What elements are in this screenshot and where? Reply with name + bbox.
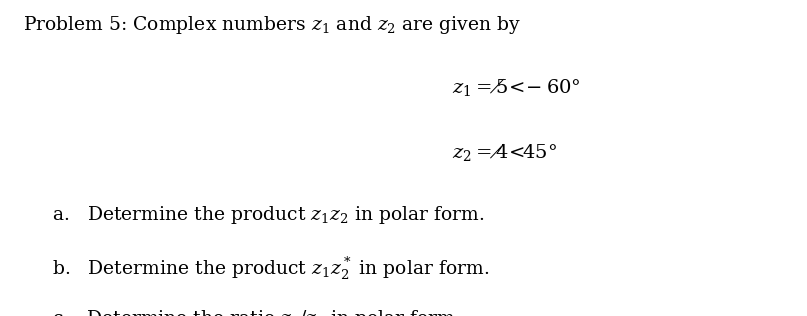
Text: $z_1 = 5\!\not<\!\!-60°$: $z_1 = 5\!\not<\!\!-60°$ xyxy=(452,76,580,98)
Text: a.   Determine the product $z_1z_2$ in polar form.: a. Determine the product $z_1z_2$ in pol… xyxy=(52,204,485,226)
Text: Problem 5: Complex numbers $z_1$ and $z_2$ are given by: Problem 5: Complex numbers $z_1$ and $z_… xyxy=(23,14,521,36)
Text: $z_2 = 4\!\not<\!\!45°$: $z_2 = 4\!\not<\!\!45°$ xyxy=(452,141,557,163)
Text: c.   Determine the ratio $z_1/z_2$ in polar form.: c. Determine the ratio $z_1/z_2$ in pola… xyxy=(52,308,462,316)
Text: b.   Determine the product $z_1z_2^*$ in polar form.: b. Determine the product $z_1z_2^*$ in p… xyxy=(52,256,490,282)
